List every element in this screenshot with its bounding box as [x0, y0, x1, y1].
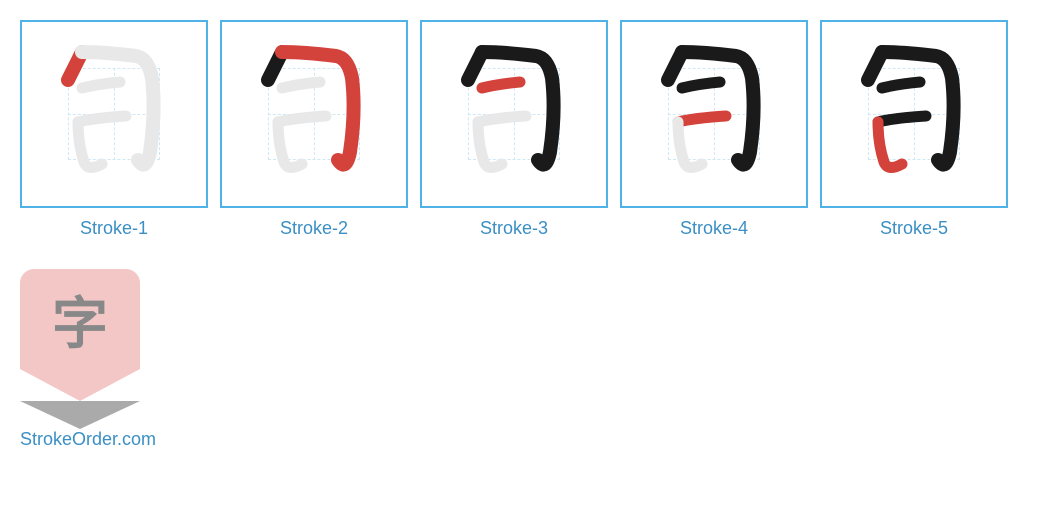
stroke-path — [878, 116, 926, 122]
stroke-box — [220, 20, 408, 208]
logo-pencil-tip — [20, 369, 140, 401]
stroke-label: Stroke-4 — [680, 218, 748, 239]
stroke-card: Stroke-2 — [220, 20, 408, 239]
stroke-path — [682, 82, 720, 88]
character-svg — [222, 22, 406, 206]
stroke-path — [278, 116, 326, 122]
stroke-box — [820, 20, 1008, 208]
character-svg — [22, 22, 206, 206]
stroke-path — [482, 82, 520, 88]
stroke-path — [678, 122, 702, 168]
logo-character: 字 — [20, 269, 140, 369]
stroke-path — [682, 52, 754, 165]
stroke-card: Stroke-5 — [820, 20, 1008, 239]
stroke-path — [78, 116, 126, 122]
stroke-card: Stroke-3 — [420, 20, 608, 239]
character-svg — [822, 22, 1006, 206]
character-svg — [422, 22, 606, 206]
stroke-path — [282, 82, 320, 88]
stroke-path — [278, 122, 302, 168]
stroke-card: Stroke-4 — [620, 20, 808, 239]
stroke-path — [482, 52, 554, 165]
stroke-box — [620, 20, 808, 208]
site-logo: 字 — [20, 269, 140, 409]
stroke-label: Stroke-3 — [480, 218, 548, 239]
stroke-path — [78, 122, 102, 168]
logo-pencil-gray — [20, 401, 140, 429]
stroke-box — [420, 20, 608, 208]
stroke-label: Stroke-1 — [80, 218, 148, 239]
stroke-label: Stroke-2 — [280, 218, 348, 239]
stroke-path — [878, 122, 902, 168]
stroke-path — [478, 116, 526, 122]
stroke-row: Stroke-1 Stroke-2 Stroke-3 Stroke-4 Stroke-5 — [20, 20, 1030, 239]
stroke-path — [678, 116, 726, 122]
stroke-label: Stroke-5 — [880, 218, 948, 239]
stroke-box — [20, 20, 208, 208]
stroke-path — [882, 52, 954, 165]
stroke-path — [882, 82, 920, 88]
stroke-card: Stroke-1 — [20, 20, 208, 239]
stroke-path — [82, 52, 154, 165]
character-svg — [622, 22, 806, 206]
stroke-path — [282, 52, 354, 165]
watermark-text: StrokeOrder.com — [20, 429, 1030, 450]
stroke-path — [478, 122, 502, 168]
stroke-path — [82, 82, 120, 88]
